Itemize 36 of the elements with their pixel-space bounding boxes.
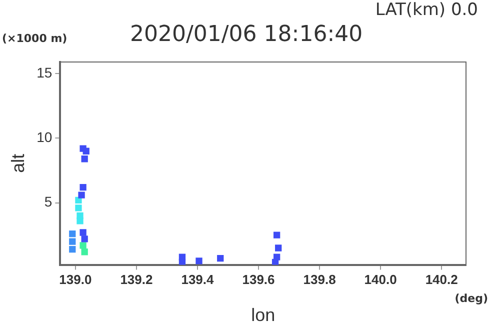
x-tick-label: 140.2 xyxy=(425,272,458,288)
chart-title: 2020/01/06 18:16:40 xyxy=(130,22,363,47)
point xyxy=(81,236,88,242)
point xyxy=(80,242,86,249)
point xyxy=(217,255,224,262)
point xyxy=(81,248,88,256)
x-tick-label: 139.6 xyxy=(242,272,275,288)
x-tick-label: 139.0 xyxy=(59,272,92,288)
x-tick-label: 139.4 xyxy=(181,272,215,288)
point xyxy=(272,258,279,265)
point xyxy=(69,238,76,245)
point xyxy=(82,148,90,154)
point xyxy=(273,232,280,238)
x-tick-label: 139.2 xyxy=(120,272,153,288)
point xyxy=(196,258,202,264)
point xyxy=(80,229,86,236)
x-tick-label: 139.8 xyxy=(303,272,336,288)
point xyxy=(275,244,282,252)
y-axis-title: alt xyxy=(8,154,28,173)
x-axis-title: lon xyxy=(251,305,276,326)
point xyxy=(178,258,186,265)
text: (×1000 m) xyxy=(2,32,68,45)
y-tick-label: 5 xyxy=(44,194,52,210)
point xyxy=(81,156,88,162)
point xyxy=(69,246,76,253)
y-tick-label: 10 xyxy=(36,129,52,146)
point xyxy=(75,196,82,204)
text: (deg) xyxy=(454,292,488,305)
y-tick-label: 15 xyxy=(36,64,52,80)
chart-subtitle: LAT(km) 0.0 xyxy=(375,0,478,20)
x-tick-label: 140.0 xyxy=(364,272,397,288)
point xyxy=(78,192,85,198)
point xyxy=(75,204,82,212)
point xyxy=(69,230,76,238)
point xyxy=(76,218,84,224)
point xyxy=(80,184,86,191)
